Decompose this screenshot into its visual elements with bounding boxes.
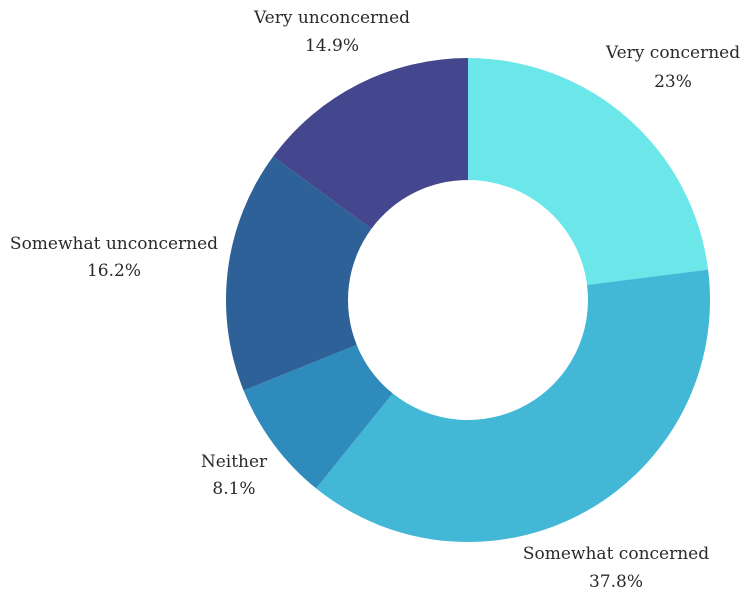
- slice-value-label: 16.2%: [87, 261, 141, 281]
- slice-name-label: Somewhat concerned: [523, 544, 709, 564]
- slice-name-label: Neither: [201, 452, 268, 472]
- slice-value-label: 37.8%: [589, 572, 643, 592]
- slice-very-unconcerned[interactable]: [273, 57, 468, 229]
- slice-name-label: Somewhat unconcerned: [10, 234, 218, 254]
- slice-somewhat-concerned[interactable]: [316, 269, 710, 542]
- slice-value-label: 14.9%: [305, 36, 359, 56]
- slice-value-label: 8.1%: [212, 479, 255, 499]
- slice-very-concerned[interactable]: [468, 58, 709, 285]
- slice-name-label: Very unconcerned: [253, 8, 410, 28]
- slice-name-label: Very concerned: [605, 43, 740, 63]
- slice-somewhat-unconcerned[interactable]: [226, 156, 372, 391]
- slice-labels: Very concerned 23% Somewhat concerned 37.8%…: [10, 8, 740, 592]
- slice-neither[interactable]: [243, 344, 393, 489]
- slice-value-label: 23%: [654, 72, 692, 92]
- donut-slices: [226, 57, 710, 542]
